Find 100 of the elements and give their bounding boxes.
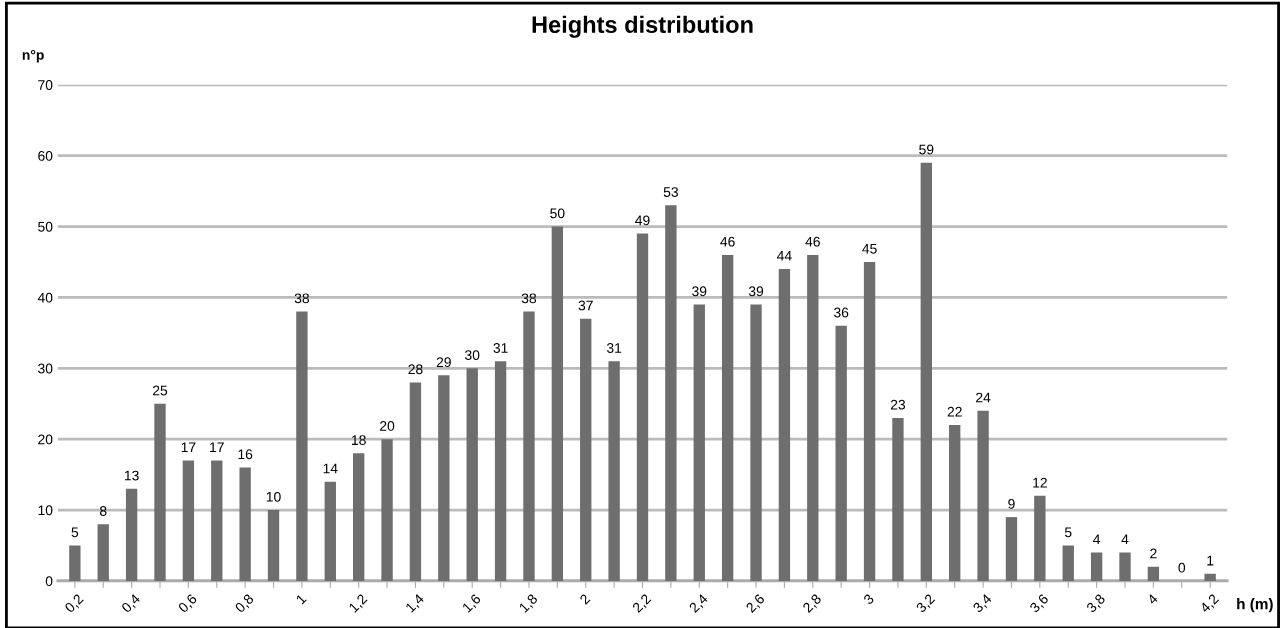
data-label: 37 xyxy=(578,300,593,311)
x-tick-label: 2,6 xyxy=(745,593,767,615)
bar xyxy=(1147,566,1160,581)
bar xyxy=(69,545,81,581)
bar xyxy=(353,453,365,581)
bar xyxy=(920,162,932,581)
data-label: 31 xyxy=(493,343,508,353)
data-label: 4 xyxy=(1121,534,1129,545)
bar xyxy=(835,325,847,581)
bar xyxy=(892,417,904,581)
bar xyxy=(296,311,308,581)
y-tick-label: 30 xyxy=(38,363,53,374)
data-label: 46 xyxy=(720,236,735,247)
bar xyxy=(409,382,422,581)
bar xyxy=(125,488,138,581)
data-label: 44 xyxy=(777,251,792,261)
bar xyxy=(267,510,280,581)
data-label: 18 xyxy=(352,435,366,446)
y-tick-label: 20 xyxy=(38,434,53,445)
bar xyxy=(438,375,450,581)
data-label: 59 xyxy=(919,144,934,155)
data-label: 13 xyxy=(124,470,139,481)
data-label: 50 xyxy=(550,208,565,219)
data-label: 49 xyxy=(635,215,650,226)
data-label: 5 xyxy=(1064,527,1072,538)
data-label: 29 xyxy=(436,357,451,368)
bar xyxy=(494,361,507,581)
data-label: 8 xyxy=(99,506,107,516)
data-label: 53 xyxy=(663,187,678,197)
data-label: 31 xyxy=(606,343,622,353)
data-label: 23 xyxy=(890,399,906,410)
x-tick-label: 4,2 xyxy=(1199,593,1221,615)
data-label: 12 xyxy=(1033,477,1047,488)
bar xyxy=(154,403,166,581)
data-label: 36 xyxy=(833,307,849,318)
data-label: 4 xyxy=(1093,534,1101,545)
y-tick-label: 50 xyxy=(38,221,53,232)
y-axis-title: n°p xyxy=(22,50,44,63)
bar xyxy=(580,318,592,581)
x-tick-label: 3,8 xyxy=(1085,593,1107,615)
bar xyxy=(551,226,564,581)
x-tick-label: 3,4 xyxy=(972,593,994,615)
bar xyxy=(182,460,195,581)
bar xyxy=(750,304,762,581)
data-label: 39 xyxy=(692,286,707,297)
data-label: 24 xyxy=(976,392,991,403)
data-label: 17 xyxy=(181,442,196,452)
bar xyxy=(523,311,535,581)
data-label: 0 xyxy=(1178,562,1186,573)
x-tick-label: 2,2 xyxy=(631,593,653,615)
data-label: 20 xyxy=(380,421,395,431)
x-tick-label: 2,8 xyxy=(802,593,823,615)
bar xyxy=(608,361,620,581)
y-tick-label: 0 xyxy=(45,576,53,587)
bar xyxy=(324,481,336,581)
x-tick-label: 0,6 xyxy=(177,593,199,615)
data-label: 28 xyxy=(408,364,423,375)
bar xyxy=(863,261,876,581)
x-axis-title: h (m) xyxy=(1237,598,1273,613)
y-tick-label: 10 xyxy=(38,505,53,516)
x-tick-label: 1,6 xyxy=(461,593,483,614)
data-label: 17 xyxy=(210,442,224,452)
x-tick-label: 0,2 xyxy=(64,593,85,615)
bar xyxy=(807,254,819,581)
bar xyxy=(1062,545,1074,581)
bar xyxy=(239,467,251,581)
bar xyxy=(1090,552,1103,581)
y-tick-label: 40 xyxy=(37,292,53,303)
bar xyxy=(693,304,705,581)
data-label: 25 xyxy=(152,385,168,396)
data-label: 45 xyxy=(862,243,877,254)
x-tick-label: 1,2 xyxy=(348,593,369,614)
x-tick-label: 3,6 xyxy=(1029,593,1051,615)
data-label: 16 xyxy=(238,449,253,460)
data-label: 2 xyxy=(1150,548,1157,559)
x-tick-label: 3,2 xyxy=(915,593,937,615)
bar xyxy=(211,460,223,581)
data-label: 38 xyxy=(521,293,537,304)
data-label: 14 xyxy=(323,463,338,474)
y-tick-label: 70 xyxy=(38,80,53,90)
bar xyxy=(949,424,961,581)
x-tick-label: 3 xyxy=(862,593,875,606)
bar xyxy=(778,269,791,581)
x-tick-label: 0,8 xyxy=(234,593,256,615)
chart-title: Heights distribution xyxy=(532,15,753,38)
bar xyxy=(1034,495,1046,581)
bar xyxy=(466,368,478,581)
x-tick-label: 0,4 xyxy=(120,593,142,615)
bar xyxy=(1005,517,1018,581)
bar xyxy=(977,410,989,581)
data-label: 46 xyxy=(805,236,820,247)
bar xyxy=(721,254,734,581)
bar xyxy=(1204,573,1216,581)
bar xyxy=(97,524,109,581)
data-label: 9 xyxy=(1008,498,1015,509)
data-label: 22 xyxy=(947,406,962,417)
data-label: 10 xyxy=(266,491,281,502)
data-label: 39 xyxy=(748,286,764,297)
y-tick-label: 60 xyxy=(38,150,53,161)
x-tick-label: 1,4 xyxy=(405,593,426,614)
